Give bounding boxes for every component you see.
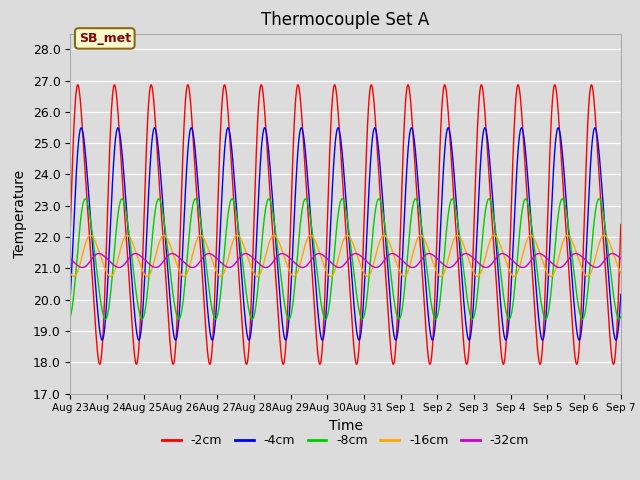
-4cm xyxy=(176,303,184,309)
-4cm xyxy=(224,125,232,131)
-2cm xyxy=(189,137,197,143)
-4cm xyxy=(189,131,197,137)
-32cm xyxy=(176,255,184,261)
-4cm xyxy=(552,133,560,139)
-16cm xyxy=(307,232,314,238)
-2cm xyxy=(500,361,508,367)
-8cm xyxy=(250,312,258,317)
-32cm xyxy=(299,264,307,270)
-4cm xyxy=(617,291,625,297)
-2cm xyxy=(552,87,560,93)
-32cm xyxy=(432,254,440,260)
Text: SB_met: SB_met xyxy=(79,32,131,45)
-8cm xyxy=(67,313,74,319)
-4cm xyxy=(252,267,259,273)
-2cm xyxy=(431,283,439,288)
-2cm xyxy=(617,222,625,228)
-32cm xyxy=(251,257,259,263)
-16cm xyxy=(70,274,77,279)
-16cm xyxy=(176,269,184,275)
-32cm xyxy=(168,251,176,256)
-4cm xyxy=(99,337,106,343)
-32cm xyxy=(617,256,625,262)
-2cm xyxy=(175,254,183,260)
-16cm xyxy=(432,267,440,273)
Y-axis label: Temperature: Temperature xyxy=(13,169,28,258)
Line: -16cm: -16cm xyxy=(70,235,621,276)
Title: Thermocouple Set A: Thermocouple Set A xyxy=(262,11,429,29)
-16cm xyxy=(552,264,560,270)
X-axis label: Time: Time xyxy=(328,419,363,433)
-8cm xyxy=(552,236,559,241)
-8cm xyxy=(617,313,625,319)
-2cm xyxy=(504,311,511,317)
-8cm xyxy=(395,316,403,322)
-8cm xyxy=(189,203,196,208)
Line: -4cm: -4cm xyxy=(70,128,621,340)
Line: -2cm: -2cm xyxy=(70,85,621,364)
-32cm xyxy=(189,264,197,270)
-4cm xyxy=(432,317,440,323)
-4cm xyxy=(504,331,511,337)
-32cm xyxy=(552,264,560,269)
-16cm xyxy=(251,272,259,277)
-16cm xyxy=(189,249,197,255)
-8cm xyxy=(504,313,511,319)
Legend: -2cm, -4cm, -8cm, -16cm, -32cm: -2cm, -4cm, -8cm, -16cm, -32cm xyxy=(157,429,534,452)
-32cm xyxy=(504,253,511,259)
-4cm xyxy=(67,291,74,297)
-32cm xyxy=(67,256,74,262)
-2cm xyxy=(67,222,74,228)
Line: -32cm: -32cm xyxy=(70,253,621,267)
Line: -8cm: -8cm xyxy=(70,199,621,319)
-8cm xyxy=(431,316,439,322)
-16cm xyxy=(67,270,74,276)
-16cm xyxy=(504,263,511,269)
-2cm xyxy=(251,194,259,200)
-8cm xyxy=(175,316,183,322)
-16cm xyxy=(617,270,625,276)
-2cm xyxy=(184,82,191,88)
-8cm xyxy=(595,196,603,202)
